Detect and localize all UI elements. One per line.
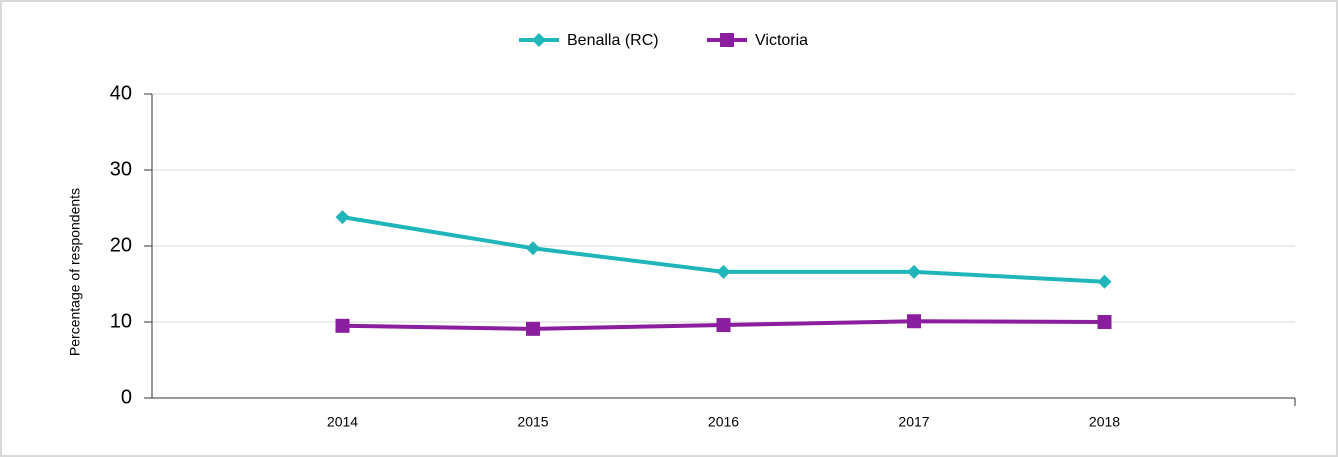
marker xyxy=(720,33,734,47)
series xyxy=(335,210,1112,289)
y-tick-label: 10 xyxy=(110,310,132,332)
marker xyxy=(526,241,540,256)
marker xyxy=(335,210,350,225)
marker xyxy=(716,264,731,279)
legend-label: Victoria xyxy=(755,32,808,49)
y-tick-label: 30 xyxy=(110,158,132,180)
x-tick-label: 2018 xyxy=(1089,414,1120,430)
x-tick-label: 2016 xyxy=(708,414,739,430)
y-tick-label: 40 xyxy=(110,82,132,104)
y-tick-label: 20 xyxy=(110,234,132,256)
marker xyxy=(532,33,546,47)
legend-item: Benalla (RC) xyxy=(519,32,659,49)
marker xyxy=(335,318,350,333)
marker xyxy=(1097,274,1112,289)
marker xyxy=(526,321,540,336)
x-tick-label: 2014 xyxy=(327,414,358,430)
legend-item: Victoria xyxy=(707,32,808,49)
x-tick-label: 2017 xyxy=(898,414,929,430)
marker xyxy=(1097,315,1112,329)
marker xyxy=(907,314,921,329)
series xyxy=(335,314,1112,336)
marker xyxy=(716,318,731,333)
x-tick-label: 2015 xyxy=(517,414,548,430)
y-axis-label: Percentage of respondents xyxy=(67,188,83,356)
legend-label: Benalla (RC) xyxy=(567,32,659,49)
marker xyxy=(907,264,921,279)
y-tick-label: 0 xyxy=(121,386,132,408)
